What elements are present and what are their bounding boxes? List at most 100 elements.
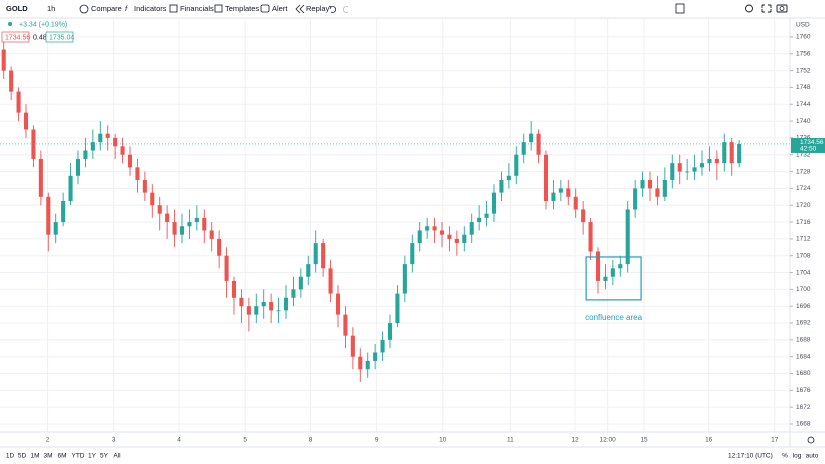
range-button[interactable]: 3M — [43, 453, 52, 460]
currency: USD — [796, 22, 810, 29]
range-button[interactable]: 1M — [30, 453, 39, 460]
candle-body — [722, 142, 727, 164]
candle-body — [254, 306, 259, 315]
candle-body — [335, 293, 341, 315]
range-button[interactable]: All — [113, 453, 121, 460]
axis-settings-icon[interactable] — [807, 436, 815, 444]
candle-body — [224, 255, 229, 281]
toolbar-button[interactable]: Templates — [225, 4, 259, 13]
x-tick-label: 11 — [507, 437, 514, 444]
candle-body — [729, 142, 734, 164]
candle-body — [120, 146, 125, 155]
y-tick-label: 1708 — [796, 252, 811, 259]
scale-option[interactable]: % — [782, 453, 788, 460]
candle-body — [707, 158, 712, 164]
candle-body — [61, 201, 66, 223]
range-button[interactable]: YTD — [72, 453, 85, 460]
toolbar-button[interactable]: Alert — [272, 4, 288, 13]
candle-body — [105, 133, 110, 138]
x-tick-label: 16 — [705, 437, 713, 444]
candle-body — [610, 268, 615, 277]
interval[interactable]: 1h — [47, 4, 55, 13]
financials-icon[interactable] — [169, 4, 178, 13]
candle-body — [380, 339, 385, 353]
toolbar-button[interactable]: Compare — [91, 4, 122, 13]
y-tick-label: 1688 — [796, 337, 811, 344]
candle-body — [306, 264, 311, 277]
candle-body — [662, 179, 667, 197]
candle-body — [737, 143, 742, 164]
range-button[interactable]: 6M — [57, 453, 66, 460]
fullscreen-icon[interactable] — [761, 4, 772, 13]
symbol[interactable]: GOLD — [6, 4, 28, 13]
snapshot-icon[interactable] — [776, 4, 788, 13]
candle-body — [588, 222, 593, 252]
candle-body — [165, 213, 170, 223]
candle-body — [595, 251, 601, 281]
toolbar-button[interactable]: Replay — [306, 4, 330, 13]
candle-body — [491, 192, 497, 214]
candle-body — [402, 264, 407, 294]
y-tick-label: 1680 — [796, 370, 811, 377]
candle-body — [9, 70, 14, 92]
candle-body — [321, 243, 326, 269]
candle-body — [410, 243, 415, 265]
ask-box[interactable] — [45, 31, 74, 43]
toolbar-button[interactable]: Financials — [180, 4, 214, 13]
scale-option[interactable]: log — [793, 453, 802, 460]
candle-body — [573, 196, 578, 210]
candle-body — [179, 226, 185, 235]
toolbar-button[interactable]: Indicators — [134, 4, 167, 13]
candle-body — [150, 192, 155, 206]
candle-body — [655, 188, 660, 197]
candle-body — [685, 171, 690, 173]
undo-icon[interactable] — [328, 5, 336, 13]
y-tick-label: 1724 — [796, 185, 811, 192]
alert-icon[interactable] — [260, 4, 270, 13]
candle-body — [135, 167, 140, 180]
settings-icon[interactable] — [745, 4, 753, 13]
candle-body — [462, 234, 467, 244]
candle-body — [625, 209, 630, 265]
y-tick-label: 1756 — [796, 50, 811, 57]
y-tick-label: 1744 — [796, 101, 811, 108]
layout-icon[interactable] — [675, 3, 685, 14]
candle-body — [113, 137, 118, 147]
indicators-icon[interactable]: f — [125, 4, 128, 13]
bid: 1734.56 — [5, 34, 30, 41]
annotation-box — [585, 256, 642, 301]
y-tick-label: 1760 — [796, 34, 811, 41]
price-change: +3.34 (+0.19%) — [19, 21, 67, 28]
candle-body — [90, 142, 95, 151]
bid-box[interactable] — [1, 31, 30, 43]
range-button[interactable]: 1D — [6, 453, 15, 460]
range-button[interactable]: 5Y — [100, 453, 109, 460]
top-toolbar — [0, 0, 825, 18]
x-tick-label: 2 — [46, 437, 50, 444]
compare-icon[interactable] — [79, 4, 89, 14]
range-button[interactable]: 5D — [18, 453, 27, 460]
redo-icon[interactable] — [343, 6, 349, 13]
candle-body — [1, 49, 6, 71]
candle-body — [432, 226, 437, 231]
candle-body — [647, 179, 653, 189]
candle-body — [16, 91, 21, 113]
bar-countdown: 42:50 — [800, 146, 817, 153]
candle-body — [566, 188, 571, 197]
scale-option[interactable]: auto — [806, 453, 819, 460]
candle-body — [269, 301, 274, 311]
range-button[interactable]: 1Y — [88, 453, 97, 460]
candle-body — [127, 154, 133, 168]
candle-body — [506, 175, 511, 180]
replay-icon[interactable] — [295, 4, 305, 14]
x-tick-label: 5 — [243, 437, 247, 444]
x-tick-label: 15 — [640, 437, 648, 444]
candle-body — [298, 276, 303, 290]
ask: 1735.04 — [49, 34, 74, 41]
templates-icon[interactable] — [214, 4, 223, 13]
y-tick-label: 1696 — [796, 303, 811, 310]
candle-body — [692, 167, 697, 172]
candle-body — [425, 226, 430, 231]
candle-body — [23, 112, 29, 130]
x-tick-label: 12 — [571, 437, 579, 444]
